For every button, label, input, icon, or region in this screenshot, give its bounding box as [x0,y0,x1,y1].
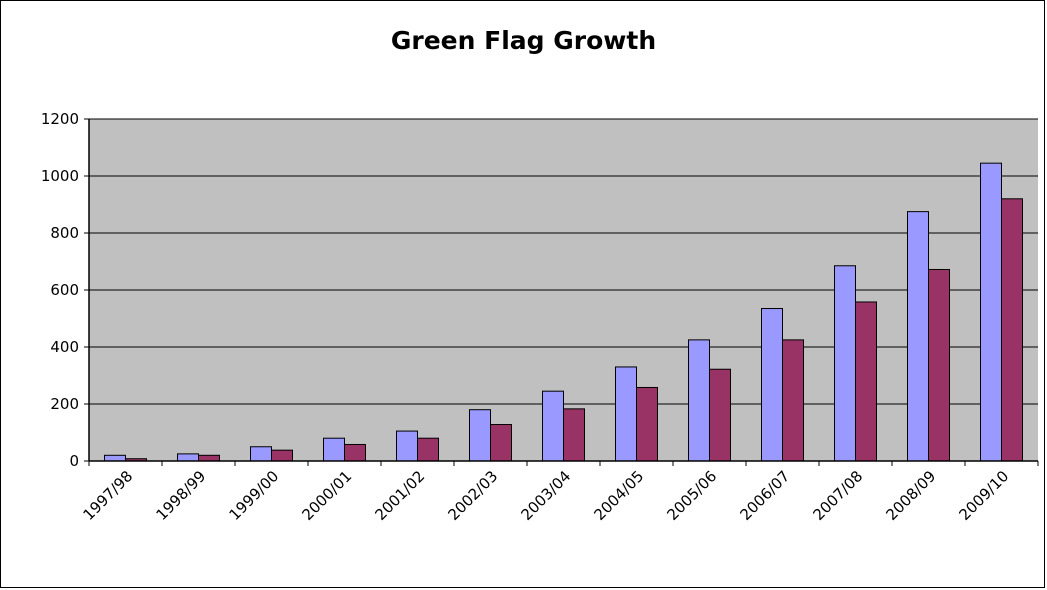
bar-series1-2009-10 [980,162,1002,462]
x-tick-label: 2005/06 [664,467,721,524]
x-tick-label: 2002/03 [445,467,502,524]
bar-series2-2008-09 [928,268,950,462]
x-tick-label: 1999/00 [226,467,283,524]
bar-series1-2000-01 [323,437,345,462]
x-tick-label: 1997/98 [80,467,137,524]
bar-series1-2002-03 [469,409,491,462]
x-tick-label: 2004/05 [591,467,648,524]
bar-series2-2001-02 [417,437,439,462]
y-tick-label: 400 [50,338,79,356]
bar-series1-1999-00 [250,446,272,462]
bar-series1-2005-06 [688,339,710,462]
y-tick-label: 800 [50,224,79,242]
bar-series2-2009-10 [1001,198,1023,462]
bar-series2-2006-07 [782,339,804,462]
bar-series2-2007-08 [855,301,877,462]
bar-series2-1998-99 [198,454,220,462]
bar-series2-2000-01 [344,443,366,462]
chart-title: Green Flag Growth [390,26,657,55]
x-tick-label: 2003/04 [518,467,575,524]
x-tick-label: 2000/01 [299,467,356,524]
bar-series2-2005-06 [709,368,731,462]
bar-series2-1999-00 [271,449,293,462]
bar-series1-2007-08 [834,265,856,462]
bar-series1-1998-99 [177,453,199,462]
bar-series1-2006-07 [761,308,783,462]
y-tick-label: 0 [69,452,79,470]
y-tick-label: 1200 [41,110,79,128]
bar-series1-2004-05 [615,366,637,462]
bar-series1-2001-02 [396,430,418,462]
y-tick-label: 600 [50,281,79,299]
y-tick-label: 1000 [41,167,79,185]
x-tick-label: 1998/99 [153,467,210,524]
bar-series1-2008-09 [907,211,929,462]
bar-series1-1997-98 [104,454,126,462]
x-tick-label: 2009/10 [956,467,1013,524]
x-tick-label: 2007/08 [810,467,867,524]
y-tick-label: 200 [50,395,79,413]
gridlines [89,118,1038,405]
x-tick-label: 2001/02 [372,467,429,524]
bar-series1-2003-04 [542,390,564,462]
x-tick-label: 2008/09 [883,467,940,524]
bar-series2-2003-04 [563,408,585,462]
bar-series2-2004-05 [636,386,658,462]
x-tick-label: 2006/07 [737,467,794,524]
bar-series2-2002-03 [490,424,512,462]
bars [104,162,1023,462]
